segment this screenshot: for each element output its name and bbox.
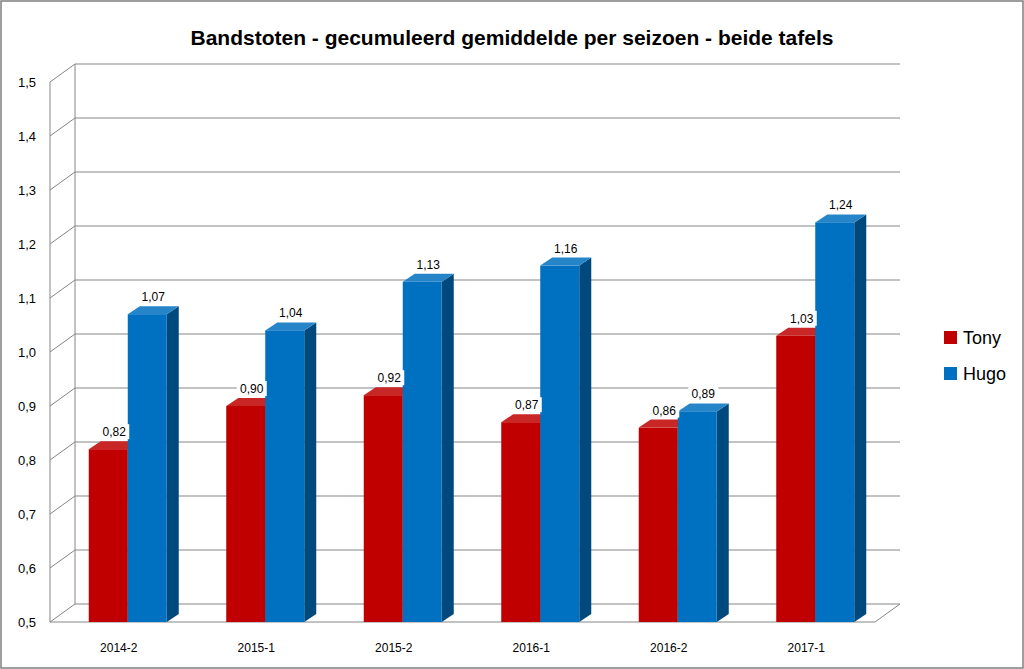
data-label-bg	[413, 257, 443, 272]
bar-top	[540, 258, 591, 266]
data-label-bg	[374, 370, 404, 385]
legend-swatch	[944, 367, 957, 380]
bar	[501, 422, 540, 622]
data-label-bg	[551, 241, 581, 256]
grid	[50, 64, 900, 622]
bar-side	[442, 274, 454, 622]
bar	[226, 406, 265, 622]
tick-mark	[50, 118, 75, 136]
data-label-bg	[688, 386, 718, 401]
data-label-bg	[826, 197, 856, 212]
floor-front	[50, 622, 875, 623]
data-label: 0,86	[653, 404, 677, 418]
data-label-bg	[138, 289, 168, 304]
y-tick-label: 1,0	[18, 345, 36, 360]
x-tick-label: 2015-1	[238, 641, 276, 655]
tick-mark	[50, 64, 75, 82]
data-label-bg	[512, 397, 542, 412]
data-label: 1,04	[279, 306, 303, 320]
y-tick-label: 1,5	[18, 75, 36, 90]
data-label: 1,16	[554, 242, 578, 256]
legend-label: Tony	[963, 328, 1001, 348]
bar-top	[128, 306, 179, 314]
bar-side	[579, 258, 591, 622]
bar	[639, 428, 678, 622]
grid-line	[75, 172, 900, 173]
y-tick-label: 0,9	[18, 399, 36, 414]
data-labels: 0,82 0,90 0,92 0,87 0,86 1,03 1,07 1,04 1,13 1,16…	[99, 197, 856, 439]
data-label-bg	[237, 381, 267, 396]
bar	[540, 266, 579, 622]
data-label: 0,87	[515, 398, 539, 412]
bar	[265, 330, 304, 622]
y-tick-label: 0,5	[18, 615, 36, 630]
grid-line	[75, 280, 900, 281]
bar	[678, 411, 717, 622]
legend-label: Hugo	[963, 364, 1006, 384]
grid-line	[75, 118, 900, 119]
bar-side	[167, 306, 179, 622]
y-tick-label: 1,3	[18, 183, 36, 198]
x-tick-label: 2017-1	[788, 641, 826, 655]
x-tick-label: 2015-2	[375, 641, 413, 655]
tick-mark	[50, 550, 75, 568]
tick-mark	[50, 388, 75, 406]
data-label: 0,90	[240, 382, 264, 396]
data-label: 1,24	[829, 198, 853, 212]
chart-frame	[1, 1, 1023, 668]
grid-line	[75, 334, 900, 335]
tick-mark	[50, 604, 75, 622]
grid-line	[75, 64, 900, 65]
bar-top	[815, 214, 866, 222]
bar-side	[717, 403, 729, 622]
data-label: 1,03	[790, 312, 814, 326]
title: Bandstoten - gecumuleerd gemiddelde per …	[191, 26, 834, 49]
tick-mark	[50, 226, 75, 244]
data-label-bg	[649, 403, 679, 418]
y-tick-label: 0,8	[18, 453, 36, 468]
data-label: 0,82	[103, 425, 127, 439]
y-tick-label: 1,2	[18, 237, 36, 252]
tick-mark	[50, 172, 75, 190]
bar	[89, 449, 128, 622]
y-tick-label: 0,6	[18, 561, 36, 576]
floor-side	[875, 604, 900, 622]
x-tick-label: 2016-2	[650, 641, 688, 655]
bar-top	[403, 274, 454, 282]
y-tick-label: 1,4	[18, 129, 36, 144]
x-tick-label: 2014-2	[100, 641, 138, 655]
bar	[364, 395, 403, 622]
bars	[89, 214, 867, 622]
data-label: 0,89	[692, 387, 716, 401]
tick-mark	[50, 496, 75, 514]
data-label-bg	[787, 311, 817, 326]
tick-mark	[50, 280, 75, 298]
bar-side	[304, 322, 316, 622]
grid-line	[75, 226, 900, 227]
data-label: 1,13	[417, 258, 441, 272]
data-label-bg	[276, 305, 306, 320]
bar-top	[265, 322, 316, 330]
bar	[403, 282, 442, 622]
bar-top	[678, 403, 729, 411]
data-label-bg	[99, 424, 129, 439]
bar	[776, 336, 815, 622]
legend-swatch	[944, 331, 957, 344]
bar	[815, 222, 854, 622]
tick-mark	[50, 442, 75, 460]
data-label: 1,07	[142, 290, 166, 304]
legend: Tony Hugo	[944, 328, 1006, 384]
x-tick-label: 2016-1	[513, 641, 551, 655]
bar-side	[854, 214, 866, 622]
chart: Bandstoten - gecumuleerd gemiddelde per …	[0, 0, 1024, 669]
y-tick-label: 0,7	[18, 507, 36, 522]
tick-mark	[50, 334, 75, 352]
data-label: 0,92	[378, 371, 402, 385]
y-tick-label: 1,1	[18, 291, 36, 306]
bar	[128, 314, 167, 622]
